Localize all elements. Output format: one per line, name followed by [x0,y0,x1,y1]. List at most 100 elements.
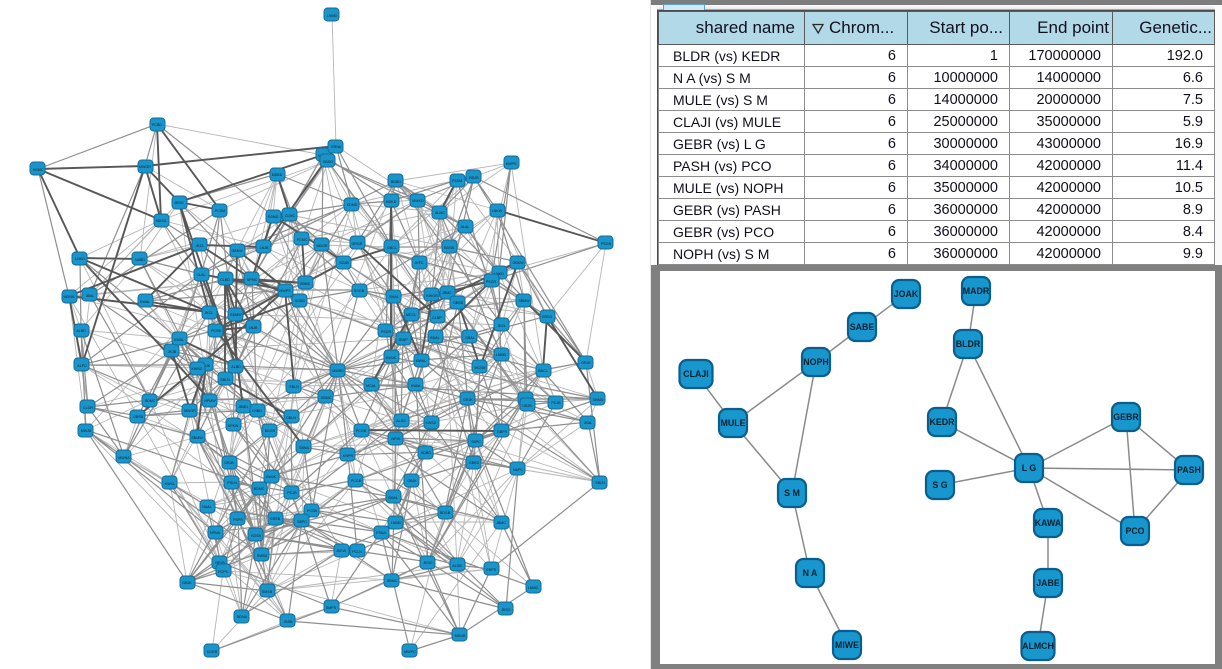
svg-text:MDSG: MDSG [156,219,167,223]
svg-text:LNMD: LNMD [528,586,539,590]
svg-text:PCSM: PCSM [215,209,225,213]
svg-text:JBAL: JBAL [86,294,95,298]
svg-text:MWBD: MWBD [332,369,344,373]
svg-text:GBCL: GBCL [387,246,397,250]
svg-text:SMSB: SMSB [262,590,273,594]
svg-text:MWPC: MWPC [404,650,416,654]
svg-text:CLGR: CLGR [83,406,93,410]
svg-text:JOAK: JOAK [894,289,919,299]
svg-text:BDGR: BDGR [265,429,276,433]
svg-text:KWCL: KWCL [165,482,175,486]
svg-text:S G: S G [932,480,947,490]
svg-text:GRGR: GRGR [352,242,363,246]
svg-text:BDMC: BDMC [145,399,156,403]
svg-text:GBMD: GBMD [593,398,604,402]
svg-text:LNKD: LNKD [494,272,504,276]
svg-text:GRNA: GRNA [331,145,342,149]
svg-text:GRJK: GRJK [581,361,591,365]
svg-text:NPMC: NPMC [247,278,258,282]
svg-text:GRJB: GRJB [224,461,234,465]
svg-text:JKSG: JKSG [423,561,433,565]
svg-text:MULE: MULE [721,418,746,428]
svg-text:SGGB: SGGB [354,289,365,293]
svg-text:CLAL: CLAL [197,273,206,277]
svg-text:BDAL: BDAL [430,336,439,340]
svg-text:GBSB: GBSB [453,301,464,305]
svg-text:BLDR: BLDR [956,339,981,349]
svg-text:JBNP: JBNP [398,338,408,342]
svg-text:L G: L G [1022,463,1037,473]
svg-text:MCAL: MCAL [366,384,376,388]
svg-text:JKCL: JKCL [196,244,205,248]
svg-text:N A: N A [803,568,818,578]
svg-text:GBJB: GBJB [522,404,532,408]
svg-text:MWJB: MWJB [81,429,92,433]
svg-text:KWPS: KWPS [506,162,517,166]
svg-text:NPMW: NPMW [204,399,216,403]
svg-text:JBJK: JBJK [202,364,211,368]
svg-text:BDMC: BDMC [254,487,265,491]
svg-text:LNMD: LNMD [391,521,402,525]
svg-text:PSGB: PSGB [601,242,612,246]
svg-text:GBJK: GBJK [182,581,192,585]
svg-text:PCO: PCO [1125,526,1144,536]
svg-text:JBSG: JBSG [174,201,184,205]
svg-text:ALAL: ALAL [461,225,470,229]
svg-text:PCSB: PCSB [211,329,221,333]
svg-text:PSGR: PSGR [486,280,497,284]
svg-text:CLNP: CLNP [432,316,442,320]
svg-text:MWNA: MWNA [118,456,130,460]
svg-text:GBMC: GBMC [300,282,311,286]
svg-text:NOPH: NOPH [803,357,828,367]
svg-text:NPJB: NPJB [215,561,225,565]
svg-text:BDSB: BDSB [444,246,454,250]
svg-text:JABE: JABE [1036,578,1060,588]
svg-text:ALPC: ALPC [77,364,87,368]
svg-text:SMAL: SMAL [389,295,399,299]
svg-text:MWGR: MWGR [184,409,196,413]
svg-text:SBPC: SBPC [471,440,481,444]
svg-text:GBMC: GBMC [321,396,332,400]
svg-text:KWJK: KWJK [386,356,397,360]
svg-text:PCGB: PCGB [356,429,367,433]
svg-text:MWGR: MWGR [139,165,151,169]
svg-text:GRJK: GRJK [463,398,473,402]
svg-text:CLBD: CLBD [220,278,230,282]
svg-text:ALSG: ALSG [396,419,406,423]
svg-text:MDGB: MDGB [455,634,466,638]
svg-text:SMPS: SMPS [326,606,337,610]
svg-text:NABD: NABD [135,258,145,262]
svg-text:MDSM: MDSM [64,295,75,299]
svg-text:KWAL: KWAL [174,338,184,342]
svg-text:ALBD: ALBD [76,329,86,333]
svg-text:SBLN: SBLN [595,481,605,485]
svg-text:JBMC: JBMC [442,291,452,295]
svg-text:JKKW: JKKW [336,549,347,553]
svg-text:KDBD: KDBD [421,451,431,455]
svg-text:NAPC: NAPC [513,468,523,472]
svg-text:KWAL: KWAL [140,300,150,304]
svg-text:GBLN: GBLN [286,416,296,420]
svg-text:NPNA: NPNA [210,531,221,535]
svg-text:PSNA: PSNA [376,531,386,535]
svg-text:BDGB: BDGB [440,511,451,515]
svg-text:CLAJI: CLAJI [683,369,708,379]
svg-text:NPJK: NPJK [391,437,401,441]
svg-text:PSLN: PSLN [227,481,237,485]
svg-text:SBLN: SBLN [220,378,230,382]
svg-text:SGJB: SGJB [339,261,349,265]
svg-text:GRSG: GRSG [542,315,553,319]
svg-text:PCMC: PCMC [297,238,308,242]
svg-text:KWJK: KWJK [266,475,277,479]
svg-text:PCLN: PCLN [352,550,362,554]
svg-text:PCSB: PCSB [307,509,317,513]
svg-text:SMBD: SMBD [257,554,268,558]
svg-text:PASH: PASH [1177,465,1201,475]
svg-text:LNMD: LNMD [327,14,338,18]
svg-text:KWSG: KWSG [426,421,437,425]
svg-text:LNBD: LNBD [252,409,262,413]
svg-text:JKCL: JKCL [498,324,507,328]
svg-text:JKJB: JKJB [168,350,177,354]
svg-text:GBKW: GBKW [513,261,525,265]
svg-text:GBSB: GBSB [133,415,144,419]
